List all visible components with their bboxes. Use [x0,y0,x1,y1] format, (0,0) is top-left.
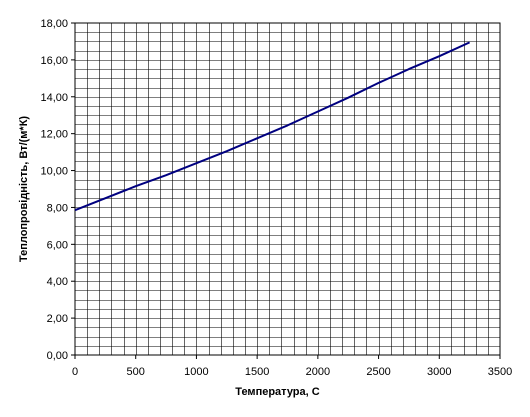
y-tick-label: 8,00 [47,202,68,214]
x-tick-label: 1500 [245,366,269,378]
y-axis-title: Теплопровідність, Вт/(м*К) [18,116,30,262]
x-axis-ticks: 0 500 1000 1500 2000 2500 3000 3500 [72,355,512,378]
y-tick-label: 18,00 [40,18,68,30]
x-tick-label: 1000 [184,366,208,378]
x-tick-label: 500 [127,366,145,378]
y-tick-label: 12,00 [40,129,68,141]
y-tick-label: 0,00 [47,350,68,362]
x-tick-label: 3500 [488,366,512,378]
y-tick-label: 14,00 [40,92,68,104]
y-tick-label: 10,00 [40,166,68,178]
x-axis-title: Температура, С [235,386,319,398]
x-tick-label: 0 [72,366,78,378]
series-line [74,41,471,212]
y-tick-label: 16,00 [40,55,68,67]
series-layer [74,41,471,212]
y-axis-ticks: 0,00 2,00 4,00 6,00 8,00 10,00 12,00 14,00 16,00… [40,18,75,362]
y-tick-label: 6,00 [47,239,68,251]
y-tick-label: 4,00 [47,276,68,288]
plot-area [74,22,501,356]
y-tick-label: 2,00 [47,313,68,325]
minor-gridlines [75,23,500,355]
x-tick-label: 3000 [427,366,451,378]
x-tick-label: 2500 [366,366,390,378]
x-tick-label: 2000 [306,366,330,378]
